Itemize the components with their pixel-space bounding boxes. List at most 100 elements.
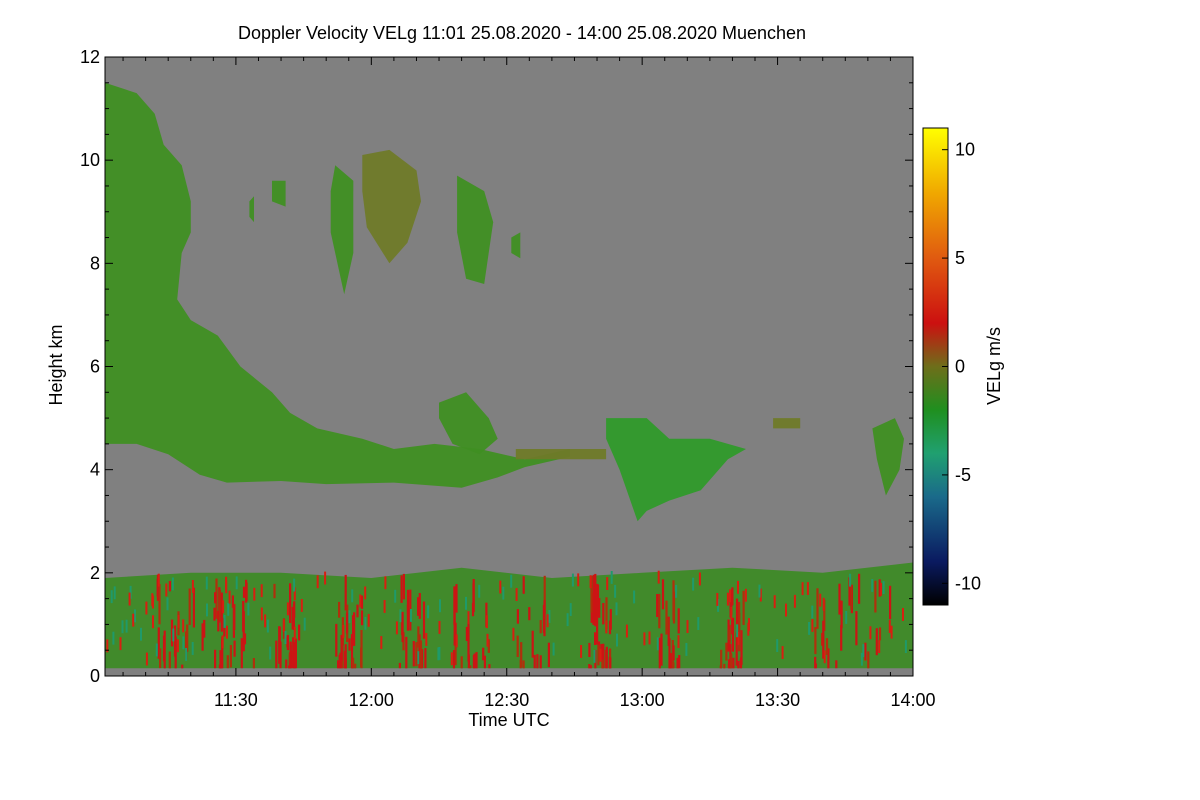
echo-updraft-streak [158,584,161,625]
echo-updraft-streak [547,642,550,668]
echo-speckle [819,593,822,607]
echo-speckle [548,610,551,623]
echo-updraft-streak [589,665,592,669]
echo-updraft-streak [406,604,409,631]
echo-updraft-streak [231,595,234,608]
echo-updraft-streak [472,579,475,613]
echo-updraft-streak [667,616,670,646]
echo-speckle [425,633,428,646]
echo-speckle [862,644,865,658]
colorbar-label: VELg m/s [984,327,1004,405]
echo-updraft-streak [174,636,177,669]
echo-speckle [811,605,814,619]
echo-updraft-streak [730,653,733,669]
echo-speckle [394,589,397,603]
echo-speckle [110,590,113,604]
echo-speckle [226,625,228,639]
echo-speckle [171,577,174,591]
echo-speckle [478,584,481,598]
echo-speckle [227,602,230,616]
echo-speckle [465,596,467,610]
echo-updraft-streak [275,640,278,669]
echo-speckle [685,643,688,656]
echo-updraft-streak [419,640,423,669]
x-axis-label: Time UTC [468,710,549,730]
echo-updraft-streak [289,644,292,669]
echo-updraft-streak [337,660,340,669]
echo-speckle [773,595,776,609]
echo-speckle [399,609,402,623]
echo-updraft-streak [740,630,743,665]
echo-speckle [235,576,238,590]
echo-upper-cloud-c [457,175,494,284]
echo-speckle [599,648,602,662]
echo-updraft-streak [168,651,171,669]
echo-speckle [793,594,796,608]
echo-updraft-streak [676,657,679,669]
echo-speckle [776,639,779,652]
echo-speckle [225,576,228,590]
echo-updraft-streak [285,659,288,669]
colorbar-tick-label: -10 [955,573,981,593]
echo-upper-small-3 [249,196,254,223]
echo-speckle [293,578,296,592]
echo-updraft-streak [286,636,289,648]
echo-updraft-streak [874,580,877,613]
echo-updraft-streak [602,603,605,625]
echo-updraft-streak [298,624,301,641]
echo-speckle [112,631,115,645]
echo-updraft-streak [412,641,415,667]
echo-updraft-streak [344,574,347,611]
echo-updraft-streak [218,589,221,621]
echo-updraft-streak [878,579,881,597]
y-tick-label: 6 [90,357,100,377]
echo-updraft-streak [677,608,680,634]
x-tick-label: 13:30 [755,690,800,710]
echo-updraft-streak [418,593,421,619]
echo-speckle [571,573,574,587]
echo-updraft-streak [417,597,420,616]
echo-speckle [808,622,811,635]
echo-speckle [221,635,224,649]
echo-mid-band [515,449,607,460]
echo-updraft-streak [215,578,218,619]
echo-speckle [380,636,383,649]
x-tick-label: 13:00 [620,690,665,710]
y-tick-label: 10 [80,150,100,170]
echo-speckle [737,580,739,594]
echo-updraft-streak [528,607,531,621]
echo-updraft-streak [592,592,595,625]
echo-updraft-streak [821,632,824,646]
echo-updraft-streak [522,576,525,594]
echo-updraft-streak [460,656,463,669]
echo-speckle [300,599,303,612]
echo-updraft-streak [592,574,595,597]
echo-speckle [223,615,226,628]
echo-updraft-streak [354,663,357,669]
echo-updraft-streak [533,654,536,669]
echo-speckle [890,625,893,639]
echo-speckle [616,633,618,647]
echo-updraft-streak [405,636,408,669]
y-tick-label: 2 [90,563,100,583]
echo-speckle [383,600,386,613]
echo-updraft-streak [822,620,825,659]
echo-updraft-streak [252,658,255,669]
echo-updraft-streak [415,642,418,667]
echo-updraft-streak [720,649,723,669]
echo-speckle [172,628,175,642]
echo-updraft-streak [168,581,171,592]
echo-speckle [747,622,750,636]
echo-updraft-streak [417,626,420,648]
echo-updraft-streak [242,611,245,652]
echo-speckle [657,570,660,584]
echo-updraft-streak [731,617,734,635]
echo-speckle [140,627,142,641]
echo-speckle [157,573,160,587]
echo-updraft-streak [352,615,355,641]
echo-updraft-streak [214,649,217,669]
echo-updraft-streak [294,638,297,669]
echo-updraft-streak [878,627,882,641]
echo-speckle [324,571,327,585]
echo-updraft-streak [732,657,735,669]
